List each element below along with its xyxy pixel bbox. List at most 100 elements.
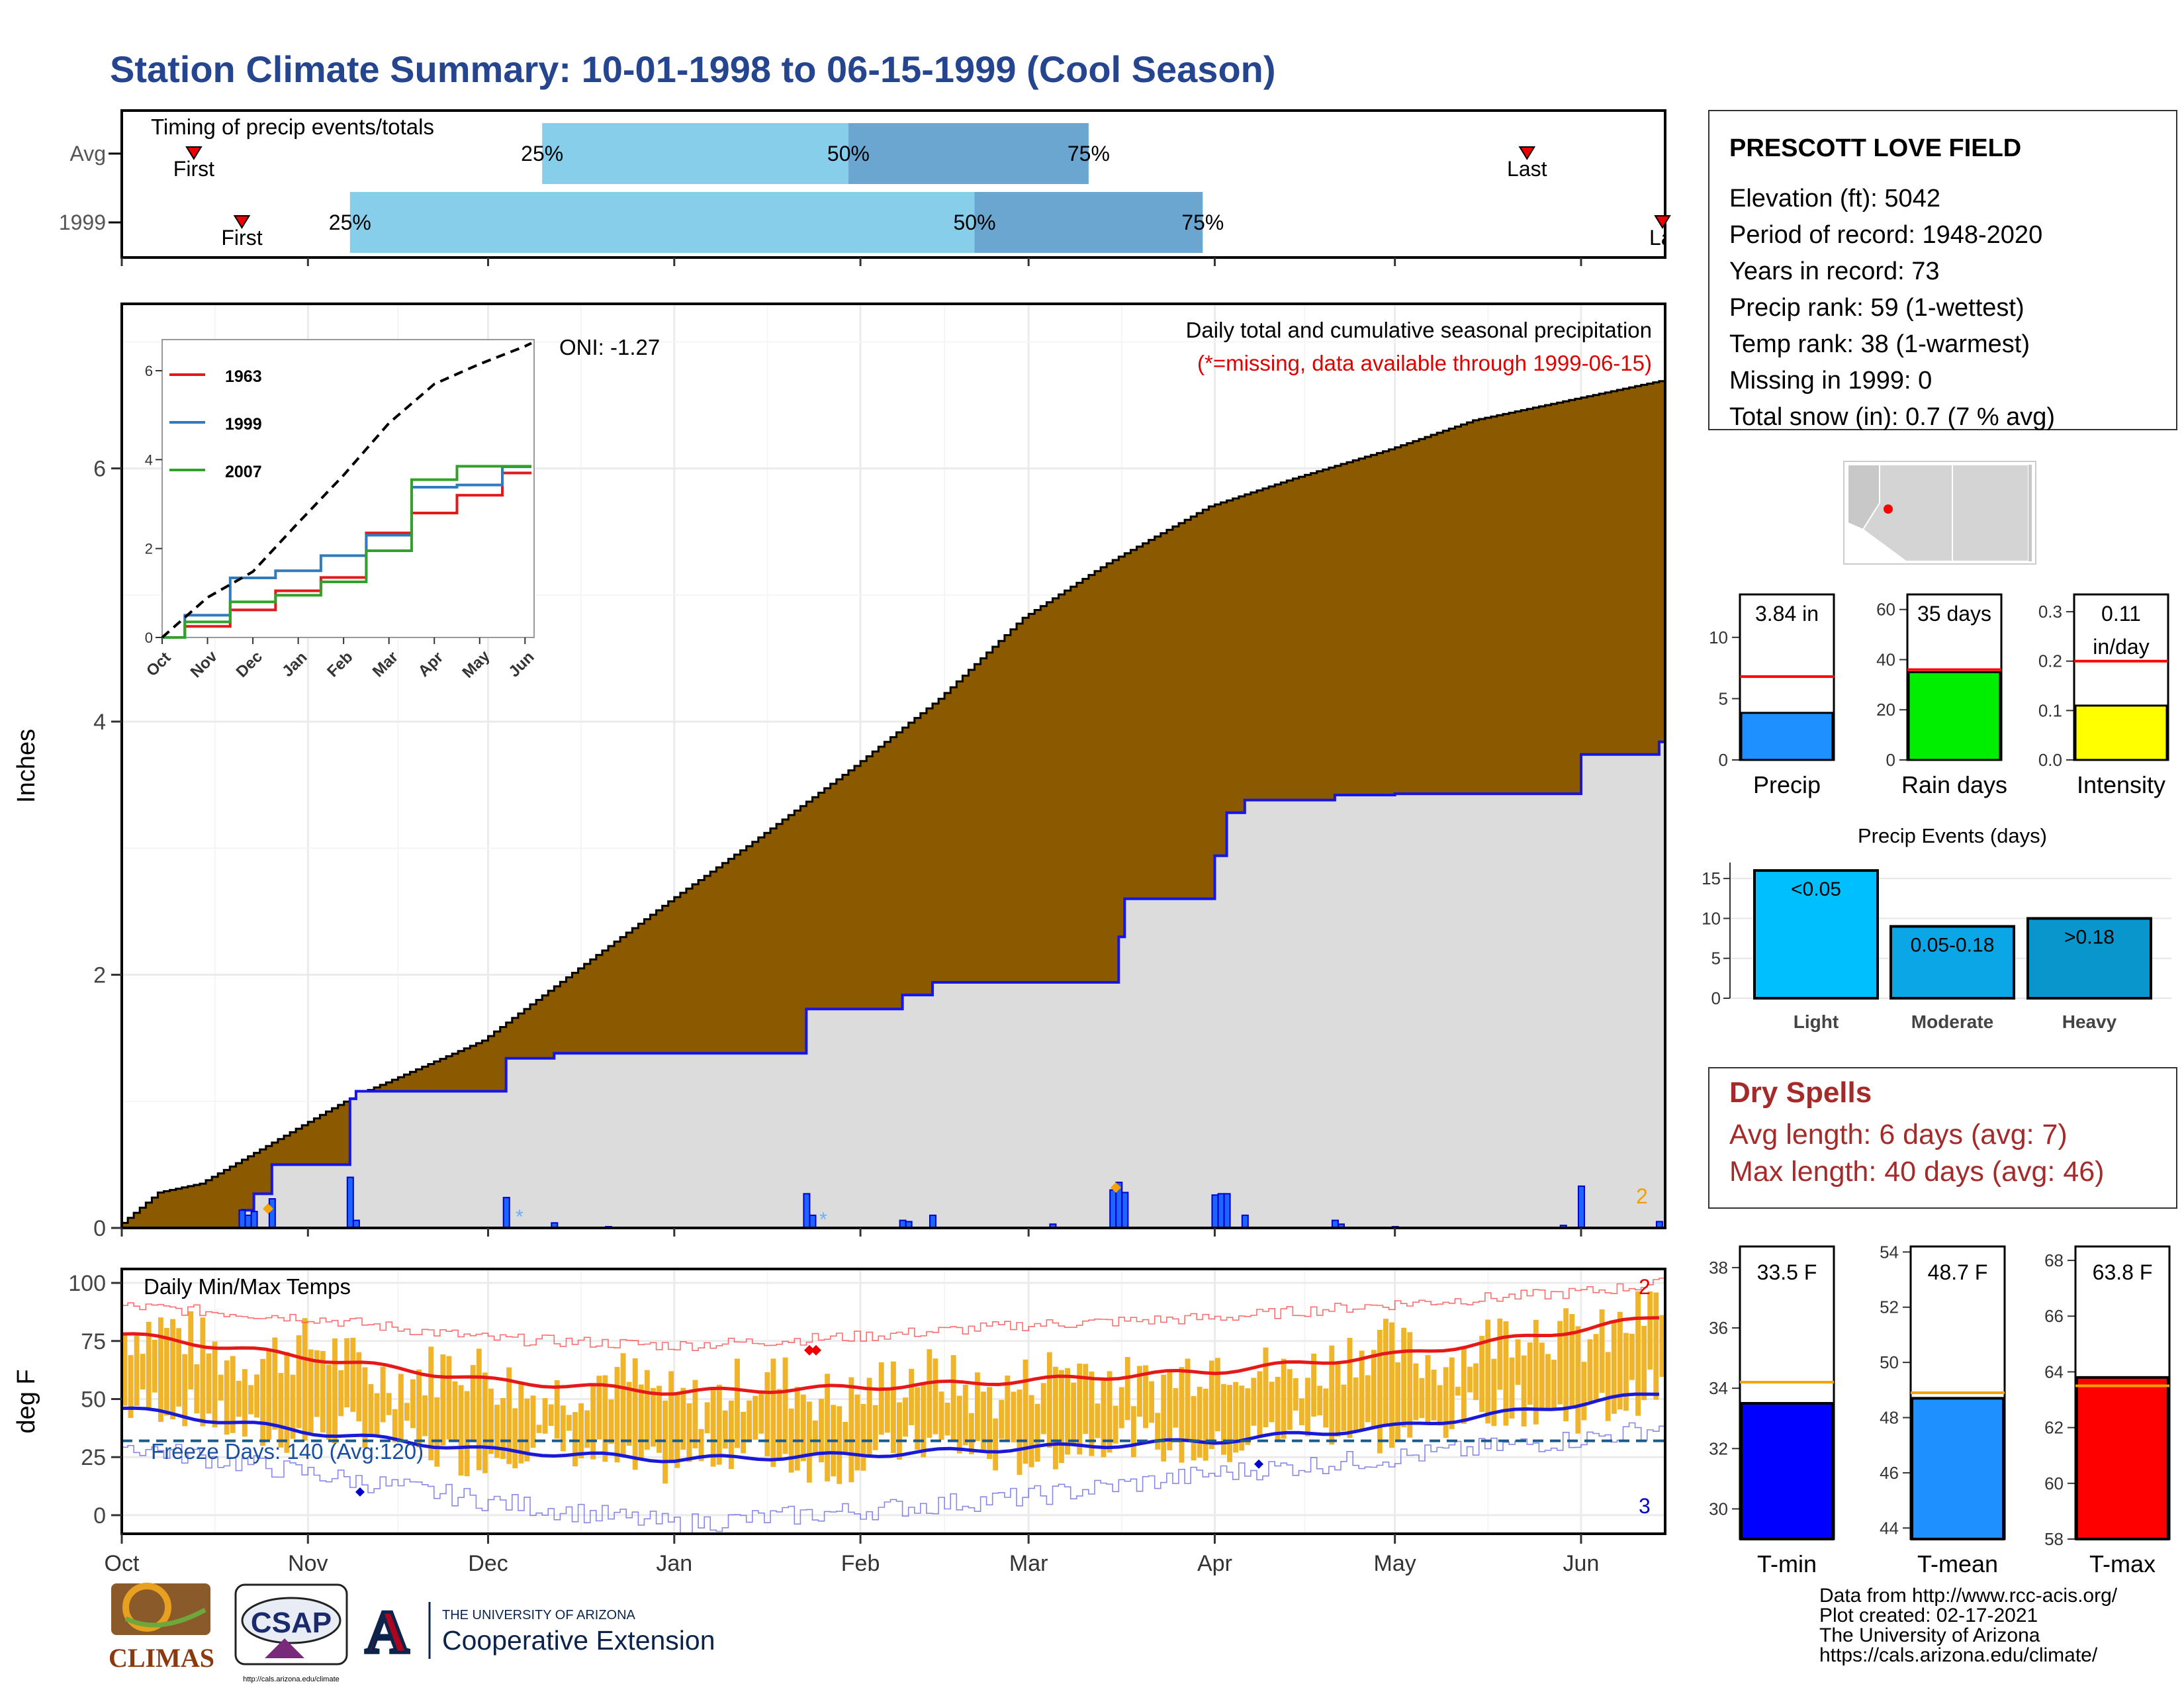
daily-temp-bar [1437,1385,1443,1426]
temp-gauge-label: T-max [2089,1550,2156,1577]
daily-temp-bar [1046,1352,1052,1448]
daily-temp-bar [842,1421,848,1454]
daily-precip-bar [502,1197,510,1229]
daily-temp-bar [1359,1350,1365,1431]
dry-spells-max: Max length: 40 days (avg: 46) [1729,1156,2104,1188]
daily-temp-bar [909,1368,915,1426]
daily-temp-bar [825,1374,831,1481]
daily-temp-bar [1473,1363,1479,1400]
daily-temp-bar [506,1367,512,1464]
daily-temp-bar [188,1311,194,1389]
daily-temp-bar [788,1408,794,1473]
daily-temp-bar [890,1361,896,1454]
daily-temp-bar [927,1349,933,1438]
precip-count-label: 2 [1636,1184,1648,1208]
daily-temp-bar [1124,1356,1130,1421]
daily-temp-bar [1155,1413,1161,1450]
precip-y-tick-label: 6 [93,457,106,482]
daily-temp-bar [1629,1333,1635,1380]
daily-temp-bar [1611,1322,1617,1414]
gauge-tick-label: 0.0 [2038,750,2062,770]
temp-gauge-label: T-mean [1917,1550,1998,1577]
temp-gauge-value-bar [2075,1376,2169,1541]
daily-temp-bar [1197,1387,1203,1458]
daily-temp-bar [897,1402,902,1460]
daily-temp-bar [1065,1368,1070,1455]
daily-temp-bar [806,1401,812,1483]
daily-temp-bar [1431,1370,1437,1421]
daily-temp-bar [530,1395,536,1448]
events-bar-label: >0.18 [2064,926,2115,948]
daily-temp-bar [206,1353,212,1414]
station-info-box: PRESCOTT LOVE FIELD Elevation (ft): 5042… [1708,110,2177,431]
daily-precip-bar [1223,1193,1231,1229]
daily-temp-bar [1527,1342,1533,1405]
daily-temp-bar [1419,1378,1425,1419]
daily-temp-bar [308,1349,314,1433]
daily-temp-bar [1071,1382,1077,1444]
inset-frame [161,339,535,638]
events-tick-label: 10 [1702,908,1721,928]
temperature-gauges: 30 32 34 36 38 33.5 F T-min 44 46 48 50 52 54 48.7 F T… [1709,1242,2171,1577]
precip-markers: * * [263,1182,1121,1231]
inset-y-tick-label: 0 [145,630,153,646]
daily-temp-bar [488,1388,494,1454]
inset-y-tick-label: 4 [145,451,153,468]
daily-temp-bar [464,1391,470,1477]
daily-temp-bar [1653,1292,1659,1400]
daily-temp-bar [212,1341,218,1428]
daily-temp-bar [686,1403,692,1462]
timing-first-label: First [221,226,262,250]
daily-temp-bar [758,1390,764,1434]
inset-legend-1999: 1999 [225,415,262,434]
month-tick-label: Dec [468,1551,508,1576]
average-max-line [121,1316,1659,1396]
temp-gauge-tick-label: 34 [1709,1378,1728,1398]
station-location-dot [1884,504,1893,514]
daily-temp-bar [1287,1369,1293,1430]
daily-temp-bar [1101,1378,1107,1458]
timing-bar-25-50 [349,192,975,253]
gauge-tick-label: 40 [1876,649,1895,669]
station-name: PRESCOTT LOVE FIELD [1729,134,2021,162]
month-tick-label: Feb [841,1551,880,1576]
record-low-line [122,1422,1666,1534]
daily-temp-bar [248,1385,253,1415]
daily-temp-bar [764,1372,770,1457]
daily-temp-bar [500,1397,506,1459]
dry-spells-box: Dry Spells Avg length: 6 days (avg: 7) M… [1708,1067,2177,1209]
daily-temp-bar [200,1317,206,1427]
precip-ylabel: Inches [13,729,40,803]
daily-temp-bar [644,1370,650,1450]
daily-temp-bar [326,1364,332,1440]
daily-temp-bar [848,1377,854,1483]
timing-pct-25: 25% [329,211,371,234]
gauge-label: Rain days [1901,771,2007,798]
daily-temp-bar [692,1380,698,1448]
month-tick-label: Nov [288,1551,328,1576]
temp-content [121,1278,1666,1534]
daily-temp-bar [1040,1383,1046,1434]
timing-first-marker [185,146,203,160]
gauge-tick-label: 60 [1876,600,1895,620]
timing-bar-50-75 [848,123,1089,184]
daily-temp-bar [404,1403,410,1421]
daily-temp-bar [230,1356,236,1433]
daily-temp-bar [608,1399,614,1444]
daily-temp-bar [344,1338,350,1408]
daily-temp-bar [1251,1378,1257,1426]
station-line-missing: Missing in 1999: 0 [1729,367,1932,395]
daily-temp-bar [1641,1325,1647,1401]
precip-frame [120,303,1666,1229]
events-category-label: Moderate [1911,1011,1993,1032]
inset-series-line [161,342,532,639]
timing-last-label: Last [1507,157,1547,181]
events-bar [2026,917,2152,1000]
daily-temp-bar [854,1394,860,1471]
daily-temp-bar [1005,1376,1011,1440]
daily-temp-bar [314,1350,320,1417]
daily-temp-bar [1173,1387,1179,1428]
daily-temp-bar [981,1391,986,1452]
temp-title: Daily Min/Max Temps [144,1274,351,1299]
daily-temp-bar [224,1360,230,1435]
